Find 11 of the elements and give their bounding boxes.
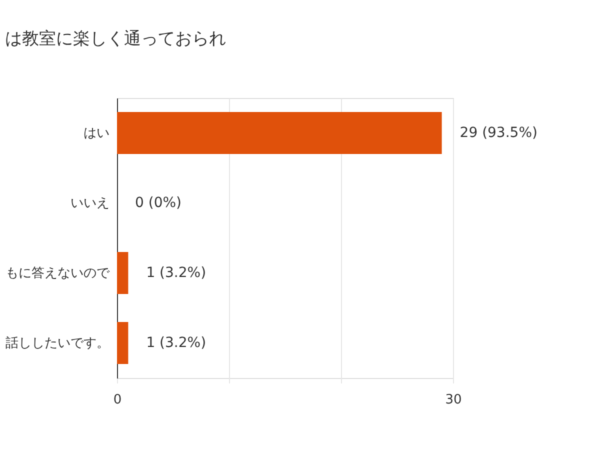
x-tick-label: 0 [113, 392, 122, 408]
data-label: 0 (0%) [135, 195, 182, 211]
data-label: 1 (3.2%) [146, 335, 206, 351]
y-tick-label: 話ししたいです。 [6, 336, 110, 351]
y-tick-label: はい [84, 126, 110, 141]
y-tick-label: もに答えないので [6, 266, 110, 281]
data-label: 29 (93.5%) [460, 125, 538, 141]
chart-title: は教室に楽しく通っておられ [5, 29, 226, 49]
y-tick-label: いいえ [70, 196, 110, 211]
data-label: 1 (3.2%) [146, 265, 206, 281]
x-tick-label: 30 [445, 392, 462, 408]
